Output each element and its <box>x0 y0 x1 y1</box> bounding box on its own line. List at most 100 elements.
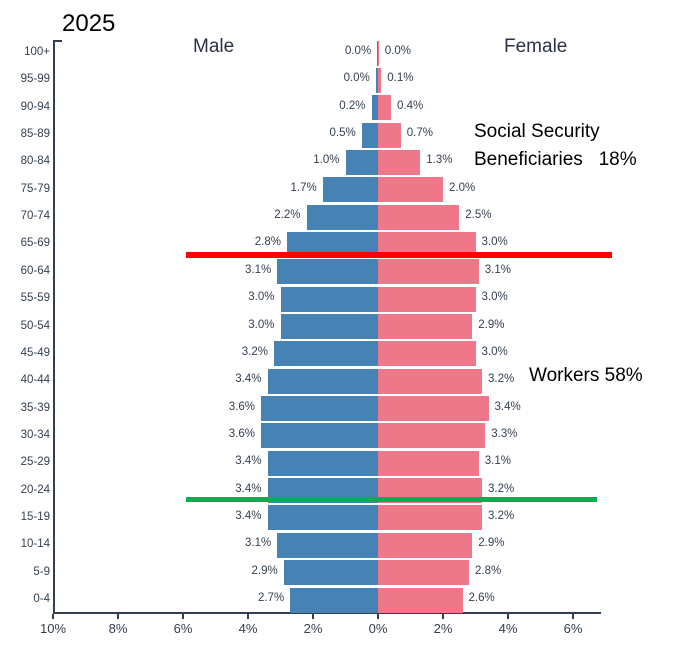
female-value-label: 0.4% <box>397 99 424 112</box>
male-bar <box>277 532 378 558</box>
male-value-label: 3.6% <box>228 427 255 440</box>
age-group-label: 90-94 <box>20 100 50 113</box>
female-value-label: 0.1% <box>387 72 414 85</box>
x-axis-tick <box>572 614 574 619</box>
female-bar <box>378 396 489 422</box>
age-group-label: 50-54 <box>20 319 50 332</box>
female-bar <box>378 177 443 203</box>
age-group-label: 20-24 <box>20 483 50 496</box>
male-bar <box>306 204 378 230</box>
male-value-label: 1.0% <box>313 154 340 167</box>
age-group-label: 80-84 <box>20 155 50 168</box>
female-bar <box>378 67 382 93</box>
age-group-label: 55-59 <box>20 292 50 305</box>
female-value-label: 2.9% <box>478 537 505 550</box>
beneficiaries-annotation-line2: Beneficiaries 18% <box>474 149 637 170</box>
female-value-label: 2.8% <box>475 564 502 577</box>
male-bar <box>261 396 378 422</box>
male-value-label: 3.4% <box>235 509 262 522</box>
female-bar <box>378 341 476 367</box>
x-axis-tick <box>377 614 379 619</box>
beneficiaries-annotation: Social Security Beneficiaries 18% <box>474 118 637 174</box>
age-group-label: 75-79 <box>20 182 50 195</box>
female-value-label: 3.2% <box>488 482 515 495</box>
female-value-label: 3.2% <box>488 373 515 386</box>
male-bar <box>274 341 378 367</box>
male-bar <box>277 259 378 285</box>
female-value-label: 2.6% <box>468 592 495 604</box>
female-value-label: 3.0% <box>481 291 508 304</box>
male-value-label: 3.1% <box>245 263 272 276</box>
male-bar <box>375 67 378 93</box>
y-axis-top-tick <box>53 40 62 42</box>
male-bar <box>345 149 378 175</box>
female-bar <box>378 40 379 66</box>
female-bar <box>378 95 391 121</box>
age-group-label: 0-4 <box>33 593 50 605</box>
female-value-label: 0.0% <box>384 45 412 57</box>
female-bar <box>378 368 482 394</box>
female-series-label: Female <box>504 36 568 57</box>
female-value-label: 3.1% <box>484 455 511 468</box>
male-value-label: 1.7% <box>290 181 317 194</box>
male-bar <box>377 40 378 66</box>
female-value-label: 2.0% <box>449 181 476 194</box>
female-bar <box>378 532 473 558</box>
age-group-label: 10-14 <box>20 538 50 551</box>
male-value-label: 2.7% <box>258 592 285 604</box>
male-value-label: 3.4% <box>235 373 262 386</box>
male-bar <box>261 423 378 449</box>
male-value-label: 2.8% <box>254 236 281 249</box>
x-axis-tick-label: 2% <box>433 621 453 636</box>
age-group-label: 45-49 <box>20 346 50 359</box>
male-value-label: 3.0% <box>248 291 275 304</box>
male-bar <box>267 368 378 394</box>
male-bar <box>361 122 378 148</box>
age-group-label: 60-64 <box>20 264 50 277</box>
female-bar <box>378 587 463 613</box>
age-group-label: 65-69 <box>20 237 50 250</box>
female-bar <box>378 560 469 586</box>
female-bar <box>378 314 473 339</box>
female-value-label: 0.7% <box>406 127 433 140</box>
male-value-label: 3.0% <box>248 318 275 331</box>
x-axis-tick <box>442 614 444 619</box>
male-bar <box>280 286 378 312</box>
age-group-label: 15-19 <box>20 510 50 523</box>
age-group-label: 35-39 <box>20 401 50 414</box>
female-value-label: 3.2% <box>488 509 515 522</box>
male-value-label: 2.2% <box>274 209 301 222</box>
x-axis-tick <box>52 614 54 619</box>
male-bar <box>290 587 378 613</box>
x-axis-tick <box>507 614 509 619</box>
beneficiaries-annotation-line1: Social Security <box>474 121 600 142</box>
female-value-label: 1.3% <box>426 154 453 167</box>
female-bar <box>378 505 482 531</box>
male-value-label: 0.2% <box>339 99 366 112</box>
x-axis-tick <box>117 614 119 619</box>
female-value-label: 3.0% <box>481 236 508 249</box>
male-value-label: 3.2% <box>241 345 268 358</box>
beneficiaries-threshold-line <box>186 252 612 258</box>
x-axis-tick-label: 8% <box>108 621 128 636</box>
male-value-label: 0.0% <box>343 72 370 85</box>
female-value-label: 3.4% <box>494 400 521 413</box>
female-bar <box>378 286 476 312</box>
female-bar <box>378 450 479 476</box>
age-group-label: 85-89 <box>20 128 50 141</box>
y-axis-line <box>53 40 55 614</box>
female-bar <box>378 122 401 148</box>
female-bar <box>378 423 486 449</box>
male-value-label: 2.9% <box>251 564 278 577</box>
x-axis-tick <box>312 614 314 619</box>
x-axis-tick-label: 6% <box>173 621 193 636</box>
x-axis-tick-label: 6% <box>563 621 583 636</box>
male-bar <box>283 560 378 586</box>
age-group-label: 5-9 <box>33 565 50 578</box>
x-axis-tick <box>247 614 249 619</box>
x-axis-tick <box>182 614 184 619</box>
male-bar <box>371 95 378 121</box>
age-group-label: 40-44 <box>20 374 50 387</box>
chart-title: 2025 <box>62 10 116 37</box>
male-bar <box>267 505 378 531</box>
